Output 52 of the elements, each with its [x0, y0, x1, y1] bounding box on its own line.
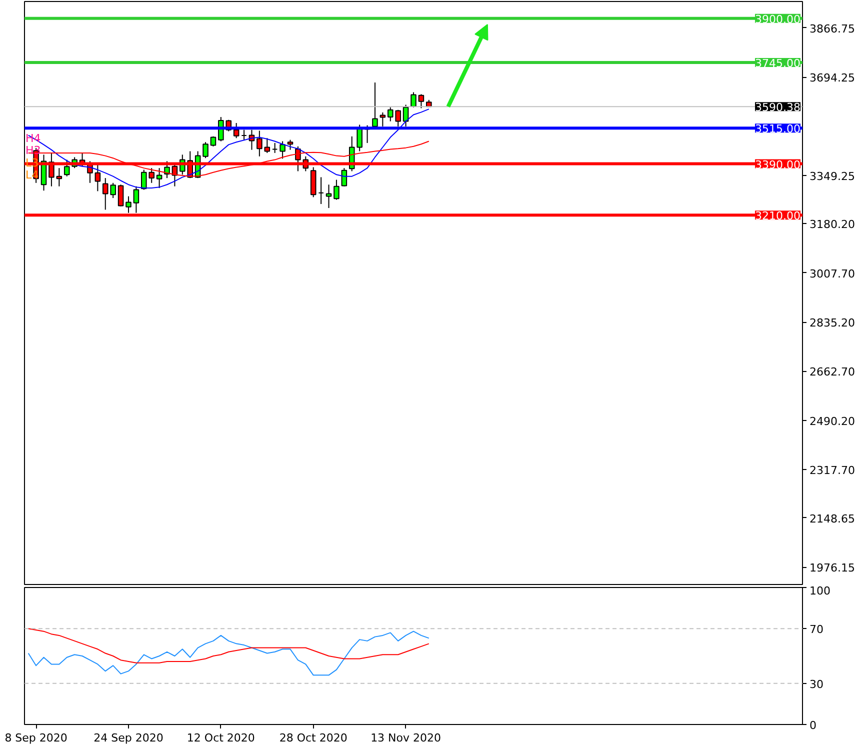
line-series	[28, 630, 430, 676]
x-tick-label: 28 Oct 2020	[279, 732, 348, 744]
ref-line-label: 3390.00	[755, 158, 801, 172]
x-tick-label: 12 Oct 2020	[186, 732, 255, 744]
x-tick-label: 13 Nov 2020	[370, 732, 442, 744]
candlestick	[272, 142, 278, 154]
ref-line-label: 3210.00	[755, 210, 801, 223]
x-tick-label: 8 Sep 2020	[4, 732, 68, 744]
y-tick-label: 1976.15	[810, 562, 855, 575]
candlestick	[210, 136, 216, 147]
ref-line-label: 3590.38	[755, 101, 801, 114]
y-tick-label: 70	[810, 623, 824, 636]
x-tick-label: 24 Sep 2020	[94, 732, 164, 744]
candlestick	[402, 104, 409, 127]
candlestick	[380, 112, 386, 127]
candlestick	[341, 168, 348, 187]
y-tick-label: 2148.65	[810, 512, 855, 526]
candlestick	[156, 168, 162, 189]
candlestick	[126, 196, 132, 214]
candlestick	[326, 184, 332, 209]
candlestick	[287, 139, 294, 150]
candlestick	[56, 168, 62, 187]
candlestick	[64, 159, 70, 177]
candlestick	[372, 82, 378, 127]
y-tick-label: 3866.75	[810, 22, 855, 36]
y-tick-label: 2317.70	[810, 464, 855, 478]
candlestick	[241, 129, 247, 140]
candlestick	[410, 92, 416, 108]
y-tick-label: 3694.25	[810, 72, 855, 85]
candlestick	[280, 140, 286, 160]
candlestick	[418, 94, 424, 109]
candlestick	[118, 184, 124, 207]
candlestick	[133, 186, 140, 214]
candlestick	[364, 124, 370, 144]
ref-line-label: 3745.00	[755, 57, 801, 70]
candlestick	[202, 142, 208, 159]
ref-line-label: 3900.00	[755, 12, 801, 26]
y-tick-label: 2490.20	[810, 414, 855, 428]
candlestick	[164, 160, 170, 179]
y-tick-label: 3180.20	[810, 218, 855, 232]
y-tick-label: 30	[810, 678, 824, 691]
candlestick	[318, 176, 324, 205]
candlestick	[334, 179, 340, 200]
y-tick-label: 100	[810, 584, 830, 598]
candlestick	[233, 122, 240, 139]
y-tick-label: 3349.25	[810, 170, 855, 183]
candlestick	[256, 130, 262, 157]
y-tick-label: 3007.70	[810, 267, 855, 280]
y-tick-label: 0	[810, 719, 816, 732]
y-tick-label: 2662.70	[810, 366, 855, 379]
y-tick-label: 2835.20	[810, 316, 855, 330]
ref-line-label: 3515.00	[755, 122, 801, 136]
